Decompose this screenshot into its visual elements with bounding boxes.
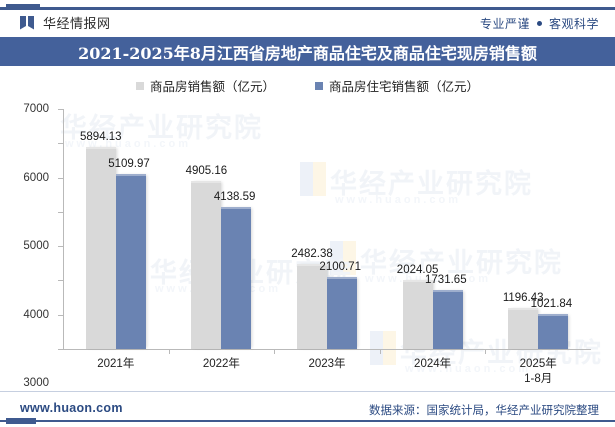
x-axis-category-label: 2024年 — [414, 357, 451, 372]
bar-series1-2[interactable] — [191, 180, 222, 349]
data-label-series1-3: 2482.38 — [291, 247, 333, 260]
tagline: 专业严谨 客观科学 — [480, 15, 599, 32]
data-label-series2-2: 4138.59 — [213, 191, 256, 204]
bar-highlight — [538, 313, 569, 316]
bar-series1-4[interactable] — [402, 279, 433, 349]
y-axis-tick: 0 — [58, 349, 63, 350]
huajing-logo-icon — [20, 15, 36, 31]
data-label-series1-2: 4905.16 — [185, 164, 228, 177]
y-axis-line — [63, 109, 64, 349]
y-axis-label: 5000 — [23, 240, 49, 253]
tagline-left: 专业严谨 — [479, 17, 530, 31]
x-axis-category-label: 2021年 — [97, 357, 134, 372]
tagline-separator-dot — [536, 21, 542, 26]
header-top-rule — [0, 7, 615, 10]
bar-highlight — [432, 289, 463, 292]
y-axis-label: 3000 — [23, 377, 49, 390]
y-axis-tick: 4000 — [23, 211, 63, 321]
data-label-series2-4: 1731.65 — [425, 273, 467, 286]
tagline-right: 客观科学 — [548, 17, 599, 31]
brand[interactable]: 华经情报网 — [20, 13, 111, 32]
bar-highlight — [402, 279, 433, 282]
footer-bottom-rule — [0, 420, 615, 422]
x-axis-category-label: 2022年 — [203, 357, 240, 372]
bar-series2-2[interactable] — [221, 207, 252, 349]
legend-item-2[interactable]: 商品房住宅销售额（亿元） — [315, 76, 479, 95]
bar-highlight — [327, 276, 357, 279]
bar-series2-5[interactable] — [538, 313, 569, 349]
page-title: 2021-2025年8月江西省房地产商品住宅及商品住宅现房销售额 — [78, 43, 537, 63]
legend-item-1[interactable]: 商品房销售额（亿元） — [135, 76, 275, 95]
x-axis-category-label: 2025年 1-8月 — [520, 357, 557, 387]
y-axis-label: 4000 — [23, 308, 49, 321]
chart-legend: 商品房销售额（亿元） 商品房住宅销售额（亿元） — [0, 76, 615, 95]
x-axis-tick — [168, 349, 170, 354]
x-axis-category-line1: 2025年 — [519, 358, 557, 370]
x-axis-category-line1: 2021年 — [97, 358, 135, 370]
y-axis-tick: 7000 — [23, 103, 63, 115]
data-label-series1-4: 2024.05 — [396, 263, 439, 276]
y-axis-tick: 3000 — [23, 246, 63, 389]
data-label-series2-5: 1021.84 — [530, 297, 573, 310]
bar-highlight — [115, 173, 146, 176]
x-axis-category-line1: 2022年 — [202, 358, 240, 370]
footer: www.huaon.com 数据来源：国家统计局，华经产业研究院整理 — [0, 391, 615, 427]
bar-series1-5[interactable] — [508, 307, 539, 349]
bar-highlight — [191, 180, 222, 183]
y-axis-label: 7000 — [23, 103, 49, 115]
bar-highlight — [221, 207, 252, 210]
footer-site-url[interactable]: www.huaon.com — [20, 401, 123, 415]
plot-area: 0 1000 2000 3000 4000 5000 6000 7000 5894.13 5109… — [23, 103, 591, 389]
x-axis-tick — [274, 349, 276, 354]
brand-bar — [0, 10, 615, 37]
legend-label: 商品房销售额（亿元） — [149, 80, 275, 94]
legend-swatch-icon — [315, 81, 323, 90]
footer-bottom-rule-cap — [6, 418, 36, 424]
bar-highlight — [508, 307, 539, 310]
chart-area: 华经产业研究院 www.huaon.com 华经产业研究院 www.huaon.… — [0, 66, 615, 391]
x-axis-line — [63, 349, 591, 350]
legend-label: 商品房住宅销售额（亿元） — [329, 80, 480, 94]
data-label-series2-1: 5109.97 — [108, 157, 150, 170]
bar-series1-3[interactable] — [297, 263, 327, 349]
y-axis-tick: 1000 — [58, 314, 63, 316]
data-label-series2-3: 2100.71 — [319, 260, 361, 273]
title-bar: 2021-2025年8月江西省房地产商品住宅及商品住宅现房销售额 — [0, 37, 615, 66]
x-axis-tick — [485, 349, 487, 354]
y-axis-tick: 6000 — [23, 143, 63, 184]
x-axis-category-line1: 2023年 — [308, 358, 346, 370]
bar-highlight — [297, 263, 327, 266]
x-axis-category-line2: 1-8月 — [524, 373, 553, 385]
y-axis-label: 6000 — [23, 171, 49, 184]
x-axis-category-label: 2023年 — [308, 357, 345, 372]
footer-data-source: 数据来源：国家统计局，华经产业研究院整理 — [369, 405, 599, 417]
data-label-series1-5: 1196.43 — [502, 291, 544, 304]
bar-highlight — [85, 146, 116, 149]
bar-series2-1[interactable] — [115, 173, 146, 349]
footer-top-rule — [0, 391, 615, 392]
y-axis-tick: 2000 — [58, 280, 63, 282]
y-axis-tick: 5000 — [23, 177, 63, 252]
bar-series2-4[interactable] — [432, 289, 463, 349]
brand-name: 华经情报网 — [43, 16, 111, 31]
header-top-rule-cap — [6, 4, 40, 12]
bar-series1-1[interactable] — [85, 146, 116, 349]
bar-series2-3[interactable] — [327, 276, 357, 349]
x-axis-tick — [379, 349, 381, 354]
x-axis-category-line1: 2024年 — [414, 358, 452, 370]
legend-swatch-icon — [135, 81, 144, 90]
data-label-series1-1: 5894.13 — [80, 130, 122, 143]
